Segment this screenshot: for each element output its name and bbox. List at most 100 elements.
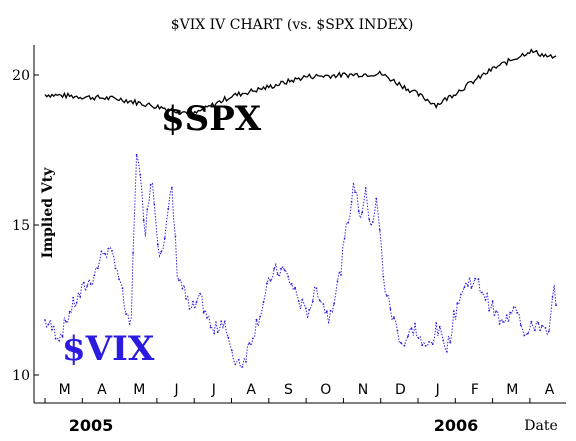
vix-data-point xyxy=(111,250,113,252)
vix-data-point xyxy=(269,279,272,282)
vix-data-point xyxy=(132,252,135,254)
vix-data-point xyxy=(273,268,275,270)
vix-data-point xyxy=(382,275,385,278)
vix-data-point xyxy=(311,300,314,303)
vix-data-point xyxy=(336,280,339,283)
x-tick-label: S xyxy=(284,382,293,398)
vix-data-point xyxy=(47,323,50,326)
vix-data-point xyxy=(58,339,60,342)
vix-data-point xyxy=(75,301,78,304)
vix-data-point xyxy=(530,320,533,323)
vix-data-point xyxy=(551,296,554,298)
vix-data-point xyxy=(417,337,420,339)
vix-data-point xyxy=(199,292,202,295)
vix-data-point xyxy=(431,343,434,346)
vix-data-point xyxy=(65,321,67,323)
vix-data-point xyxy=(142,219,145,222)
vix-data-point xyxy=(128,323,131,325)
vix-series-points xyxy=(44,154,557,368)
vix-data-point xyxy=(89,283,92,285)
vix-data-point xyxy=(234,363,237,366)
spx-series-line xyxy=(44,48,557,116)
vix-data-point xyxy=(54,337,57,340)
vix-data-point xyxy=(403,344,406,347)
vix-data-point xyxy=(287,275,290,278)
vix-data-point xyxy=(467,285,469,287)
plot-frame xyxy=(33,45,566,404)
vix-data-point xyxy=(463,286,466,289)
vix-data-point xyxy=(206,317,209,319)
vix-data-point xyxy=(185,297,187,300)
vix-data-point xyxy=(470,287,473,289)
vix-data-point xyxy=(516,311,519,314)
vix-data-point xyxy=(329,309,332,312)
vix-data-point xyxy=(421,344,423,347)
x-tick-label: M xyxy=(133,382,145,398)
vix-data-point xyxy=(202,311,205,314)
vix-data-point xyxy=(44,319,46,321)
vix-data-point xyxy=(237,358,240,361)
vix-data-point xyxy=(449,341,452,344)
vix-data-point xyxy=(544,327,547,329)
x-tick-label: A xyxy=(246,382,256,398)
vix-data-point xyxy=(121,287,124,290)
vix-data-point xyxy=(216,331,219,334)
vix-data-point xyxy=(375,197,378,200)
vix-data-point xyxy=(445,350,448,353)
vix-data-point xyxy=(230,349,233,352)
vix-data-point xyxy=(326,310,328,313)
vix-data-point xyxy=(308,308,311,311)
vix-data-point xyxy=(114,267,117,270)
vix-data-point xyxy=(435,322,438,324)
vix-data-point xyxy=(93,274,96,277)
vix-data-point xyxy=(333,303,335,305)
vix-data-point xyxy=(364,187,367,189)
x-tick-label: J xyxy=(173,382,178,398)
vix-data-point xyxy=(297,300,300,302)
vix-data-point xyxy=(82,281,85,284)
vix-data-point xyxy=(72,296,75,299)
vix-data-point xyxy=(104,252,106,255)
vix-data-point xyxy=(505,314,508,317)
vix-data-point xyxy=(139,173,142,176)
vix-data-point xyxy=(541,324,543,327)
vix-data-point xyxy=(153,203,156,206)
vix-data-point xyxy=(188,308,191,310)
vix-data-point xyxy=(227,336,230,339)
vix-data-point xyxy=(61,336,64,338)
vix-data-point xyxy=(526,332,529,335)
vix-data-point xyxy=(491,300,494,302)
vix-data-point xyxy=(350,201,353,203)
vix-data-point xyxy=(276,273,279,275)
vix-data-point xyxy=(248,342,251,345)
y-axis-label: Implied Vty xyxy=(40,167,56,259)
vix-data-point xyxy=(389,308,392,310)
vix-data-point xyxy=(407,335,409,338)
vix-data-point xyxy=(223,320,226,323)
vix-data-point xyxy=(502,321,504,323)
vix-data-point xyxy=(290,283,293,285)
x-tick-label: J xyxy=(435,382,440,398)
vix-data-point xyxy=(178,279,180,282)
vix-data-point xyxy=(280,267,282,270)
vix-data-point xyxy=(495,310,497,313)
vix-data-point xyxy=(428,341,430,343)
vix-data-point xyxy=(354,191,356,194)
vix-data-point xyxy=(498,322,501,325)
x-tick-label: A xyxy=(545,382,555,398)
vix-data-point xyxy=(220,320,223,323)
vix-data-point xyxy=(79,295,82,298)
vix-data-point xyxy=(167,207,170,210)
vix-data-point xyxy=(385,295,388,297)
vix-data-point xyxy=(51,328,53,331)
vix-data-point xyxy=(396,329,399,332)
vix-data-point xyxy=(266,282,268,285)
vix-data-point xyxy=(477,278,480,280)
vix-data-point xyxy=(171,186,173,189)
vix-data-point xyxy=(519,324,522,326)
vix-data-point xyxy=(319,299,321,302)
vix-data-point xyxy=(488,309,490,312)
vix-data-point xyxy=(512,306,515,309)
vix-data-point xyxy=(400,341,402,344)
